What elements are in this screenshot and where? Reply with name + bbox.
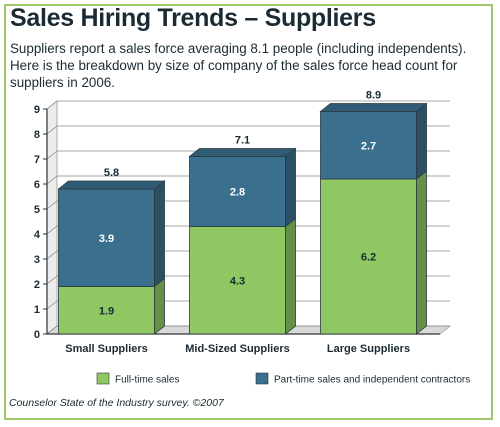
bar-segment — [320, 111, 417, 180]
bar-side — [416, 102, 427, 180]
gridline-diag — [46, 200, 58, 210]
data-label: 2.7 — [361, 140, 376, 152]
y-tick-label: 3 — [34, 254, 40, 266]
bar-top — [319, 103, 428, 112]
data-label: 1.9 — [99, 305, 114, 317]
bar-segment — [189, 226, 286, 335]
data-label: 6.2 — [361, 252, 376, 264]
gridline-diag — [46, 250, 58, 260]
data-label: 2.8 — [230, 187, 245, 199]
y-tick-label: 4 — [34, 229, 41, 241]
legend-swatch — [255, 372, 269, 385]
legend-label: Full-time sales — [115, 375, 179, 386]
data-label: 3.9 — [99, 233, 114, 245]
x-category-label: Mid-Sized Suppliers — [185, 343, 290, 355]
y-tick-label: 6 — [34, 179, 40, 191]
total-label: 8.9 — [366, 90, 381, 102]
gridline-diag — [46, 150, 58, 160]
bar-side — [154, 180, 165, 288]
y-tick-label: 0 — [34, 329, 40, 341]
bar-side — [285, 147, 296, 228]
data-label: 4.3 — [230, 275, 245, 287]
side-wall — [46, 100, 58, 335]
chart-subtitle: Suppliers report a sales force averaging… — [10, 41, 467, 90]
x-category-label: Small Suppliers — [65, 343, 148, 355]
gridline-diag — [46, 100, 58, 110]
bar-segment — [189, 156, 286, 227]
source-note: Counselor State of the Industry survey. … — [9, 397, 224, 409]
chart-title: Sales Hiring Trends – Suppliers — [10, 4, 376, 32]
gridline-diag — [46, 225, 58, 235]
bar-side — [154, 277, 165, 335]
gridline-diag — [46, 125, 58, 135]
gridline-diag — [46, 275, 58, 285]
bar-segment — [320, 178, 417, 335]
x-category-label: Large Suppliers — [327, 343, 410, 355]
y-tick-label: 7 — [34, 154, 40, 166]
bar-top — [188, 148, 297, 157]
legend-label: Part-time sales and independent contract… — [274, 375, 470, 386]
legend-swatch — [96, 372, 110, 385]
bar-segment — [58, 188, 155, 287]
gridline-diag — [46, 300, 58, 310]
bar-top — [57, 180, 166, 190]
total-label: 5.8 — [104, 167, 119, 179]
y-tick-label: 1 — [34, 304, 40, 316]
y-tick-label: 8 — [34, 129, 40, 141]
y-tick-label: 5 — [34, 204, 40, 216]
bar-side — [416, 170, 427, 335]
bar-side — [285, 217, 296, 335]
y-tick-label: 9 — [34, 104, 40, 116]
total-label: 7.1 — [235, 135, 250, 147]
gridline-diag — [46, 175, 58, 185]
gridline-diag — [46, 325, 58, 335]
y-tick-label: 2 — [34, 279, 40, 291]
